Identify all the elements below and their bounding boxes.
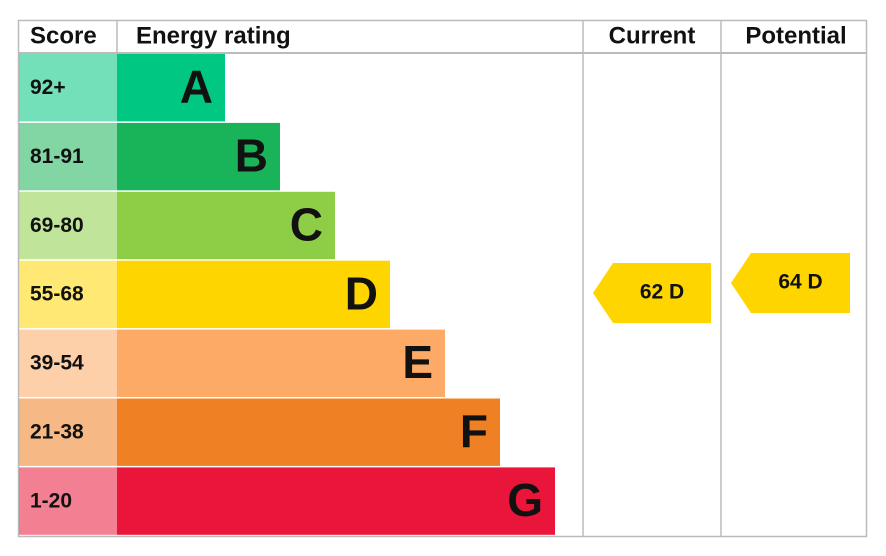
rating-bar [117, 260, 390, 329]
score-label: 81-91 [30, 145, 84, 168]
rating-bar [117, 122, 280, 191]
score-cell [19, 329, 117, 397]
score-cell [19, 467, 117, 535]
rating-letter: A [180, 61, 213, 113]
rating-letter: C [290, 198, 323, 250]
score-cell [19, 191, 117, 260]
score-label: 21-38 [30, 420, 84, 443]
rating-bar [117, 54, 225, 122]
score-cell [19, 398, 117, 466]
rating-letter: G [507, 474, 543, 526]
score-label: 1-20 [30, 489, 72, 512]
rating-letter: B [235, 130, 268, 182]
rating-bar [117, 329, 445, 397]
header-potential: Potential [745, 22, 846, 49]
rating-bar [117, 467, 555, 535]
score-label: 55-68 [30, 283, 84, 306]
rating-letter: F [460, 405, 488, 457]
potential-label: 64 D [778, 271, 822, 294]
header-score: Score [30, 22, 97, 49]
rating-bar [117, 398, 500, 466]
score-cell [19, 54, 117, 122]
potential-arrow [731, 253, 850, 313]
rating-letter: D [345, 267, 378, 319]
score-label: 69-80 [30, 214, 84, 237]
current-arrow [593, 263, 711, 323]
current-label: 62 D [640, 281, 684, 304]
score-cell [19, 260, 117, 329]
header-current: Current [609, 22, 696, 49]
score-label: 39-54 [30, 352, 84, 375]
header-rating: Energy rating [136, 22, 291, 49]
rating-bar [117, 191, 335, 260]
score-label: 92+ [30, 76, 66, 99]
rating-letter: E [402, 336, 433, 388]
score-cell [19, 122, 117, 191]
